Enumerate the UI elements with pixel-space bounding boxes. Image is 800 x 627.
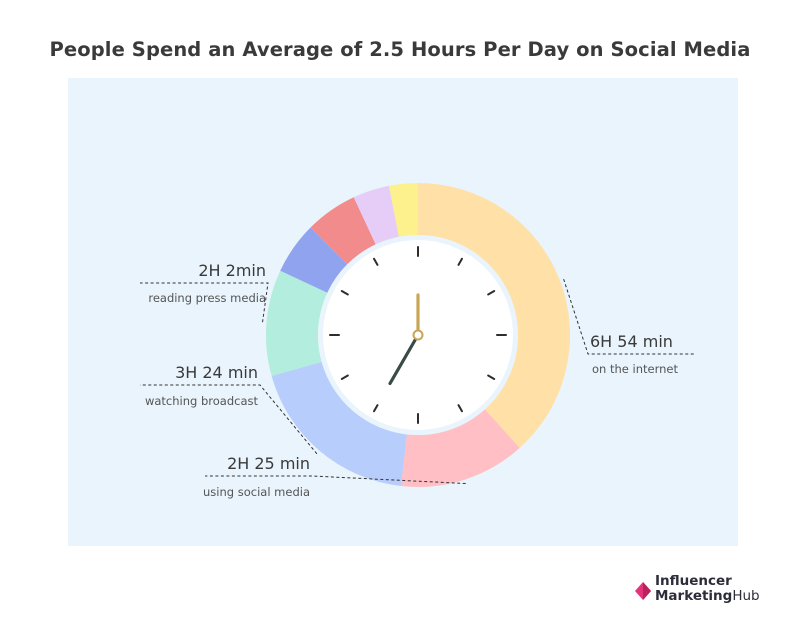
slice-other1 bbox=[280, 227, 348, 293]
clock-tick bbox=[340, 374, 349, 380]
label-desc-social: using social media bbox=[203, 485, 310, 499]
label-value-social: 2H 25 min bbox=[227, 454, 310, 473]
slice-other4 bbox=[388, 183, 418, 237]
label-desc-internet: on the internet bbox=[592, 362, 678, 376]
slice-broadcast bbox=[271, 361, 407, 487]
callout-line-press bbox=[140, 282, 269, 323]
clock-tick bbox=[373, 257, 379, 266]
clock-tick bbox=[487, 374, 496, 380]
slice-press bbox=[266, 270, 328, 376]
brand-name-line2a: Marketing bbox=[655, 588, 733, 604]
callout-line-internet bbox=[563, 278, 695, 355]
callout-line-broadcast bbox=[140, 384, 318, 455]
clock-pin bbox=[412, 329, 424, 341]
label-value-broadcast: 3H 24 min bbox=[175, 363, 258, 382]
chart-title: People Spend an Average of 2.5 Hours Per… bbox=[49, 38, 751, 61]
slice-internet bbox=[418, 183, 570, 448]
brand-mark-icon bbox=[635, 582, 651, 600]
callout-line-social bbox=[205, 475, 466, 485]
label-value-internet: 6H 54 min bbox=[590, 332, 673, 351]
slice-other3 bbox=[353, 185, 399, 245]
clock-tick bbox=[373, 404, 379, 413]
clock-tick bbox=[487, 290, 496, 296]
slice-social bbox=[401, 409, 520, 487]
slice-other2 bbox=[310, 197, 376, 265]
clock-tick bbox=[457, 257, 463, 266]
brand-name-line1: Influencer bbox=[655, 573, 732, 589]
label-desc-broadcast: watching broadcast bbox=[145, 394, 259, 408]
brand-logo: Influencer MarketingHub bbox=[633, 574, 773, 608]
clock-hour-hand bbox=[388, 333, 420, 386]
clock-tick bbox=[457, 404, 463, 413]
label-value-press: 2H 2min bbox=[198, 261, 266, 280]
label-desc-press: reading press media bbox=[148, 291, 266, 305]
brand-name-line2b: Hub bbox=[732, 588, 760, 604]
clock-tick bbox=[340, 290, 349, 296]
